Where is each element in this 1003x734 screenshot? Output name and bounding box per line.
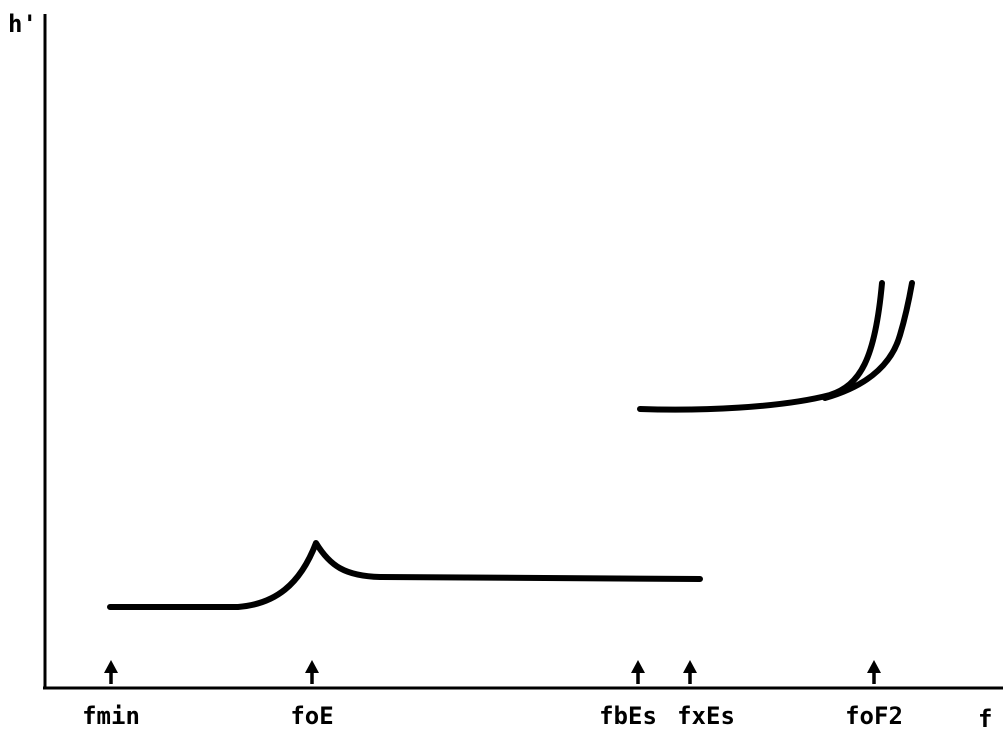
marker-fxes-label: fxEs (677, 702, 735, 730)
marker-fmin-label: fmin (82, 702, 140, 730)
e-layer-trace (107, 540, 703, 610)
f2-extraordinary-trace (822, 280, 915, 401)
marker-foe-label: foE (290, 702, 333, 730)
marker-fbes-label: fbEs (599, 702, 657, 730)
x-axis-label: f (978, 705, 992, 733)
marker-fxes-arrow (683, 660, 697, 684)
marker-fof2-label: foF2 (845, 702, 903, 730)
marker-fbes-arrow (631, 660, 645, 684)
marker-fof2-arrow (867, 660, 881, 684)
marker-fmin-arrow (104, 660, 118, 684)
marker-foe-arrow (305, 660, 319, 684)
y-axis-label: h' (8, 10, 37, 38)
